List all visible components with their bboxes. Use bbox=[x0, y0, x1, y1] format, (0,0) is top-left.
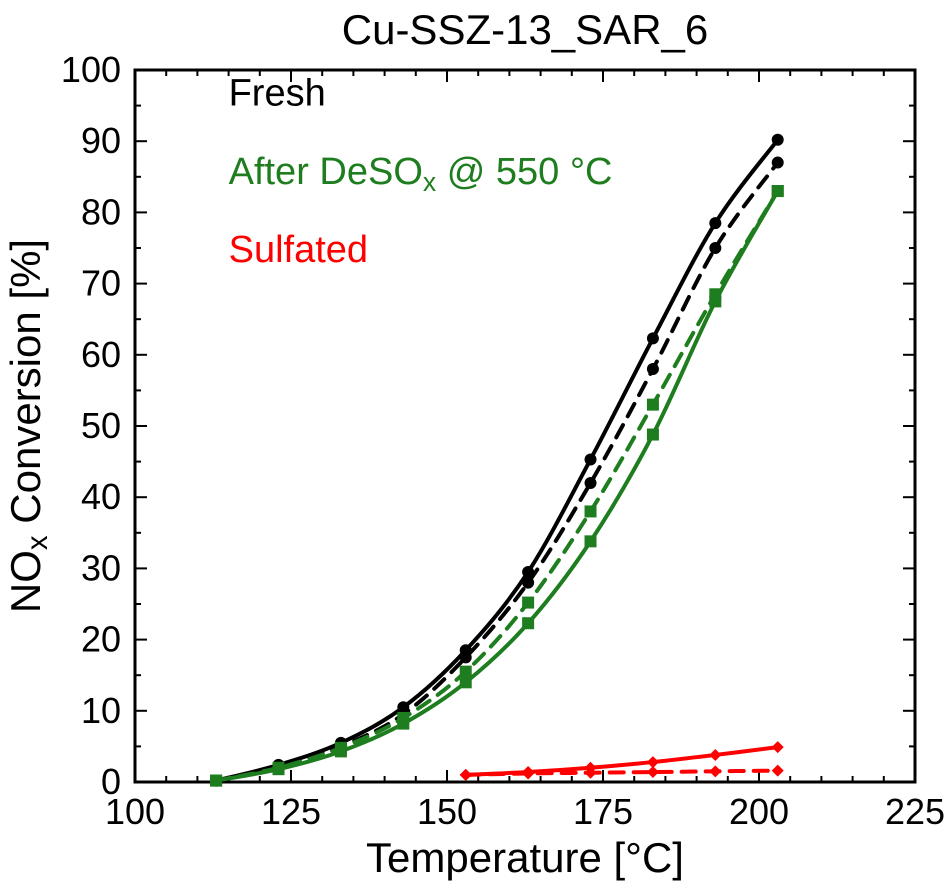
svg-text:Fresh: Fresh bbox=[229, 73, 326, 115]
svg-text:30: 30 bbox=[81, 547, 121, 588]
svg-text:80: 80 bbox=[81, 191, 121, 232]
svg-text:NOx Conversion [%]: NOx Conversion [%] bbox=[2, 239, 54, 613]
svg-text:Temperature [°C]: Temperature [°C] bbox=[366, 834, 684, 881]
svg-text:100: 100 bbox=[61, 49, 121, 90]
svg-text:50: 50 bbox=[81, 405, 121, 446]
svg-text:200: 200 bbox=[729, 791, 789, 832]
svg-text:125: 125 bbox=[261, 791, 321, 832]
svg-text:40: 40 bbox=[81, 476, 121, 517]
svg-text:225: 225 bbox=[885, 791, 945, 832]
svg-text:90: 90 bbox=[81, 120, 121, 161]
svg-text:60: 60 bbox=[81, 334, 121, 375]
svg-text:Cu-SSZ-13_SAR_6: Cu-SSZ-13_SAR_6 bbox=[342, 6, 709, 53]
chart-svg: 1001251501752002250102030405060708090100… bbox=[0, 0, 945, 892]
svg-text:10: 10 bbox=[81, 690, 121, 731]
svg-text:0: 0 bbox=[101, 761, 121, 802]
svg-text:20: 20 bbox=[81, 619, 121, 660]
svg-text:70: 70 bbox=[81, 263, 121, 304]
svg-text:Sulfated: Sulfated bbox=[229, 229, 368, 271]
svg-text:After DeSOx @ 550 °C: After DeSOx @ 550 °C bbox=[229, 151, 613, 197]
svg-text:175: 175 bbox=[573, 791, 633, 832]
chart-container: 1001251501752002250102030405060708090100… bbox=[0, 0, 945, 892]
svg-text:150: 150 bbox=[417, 791, 477, 832]
